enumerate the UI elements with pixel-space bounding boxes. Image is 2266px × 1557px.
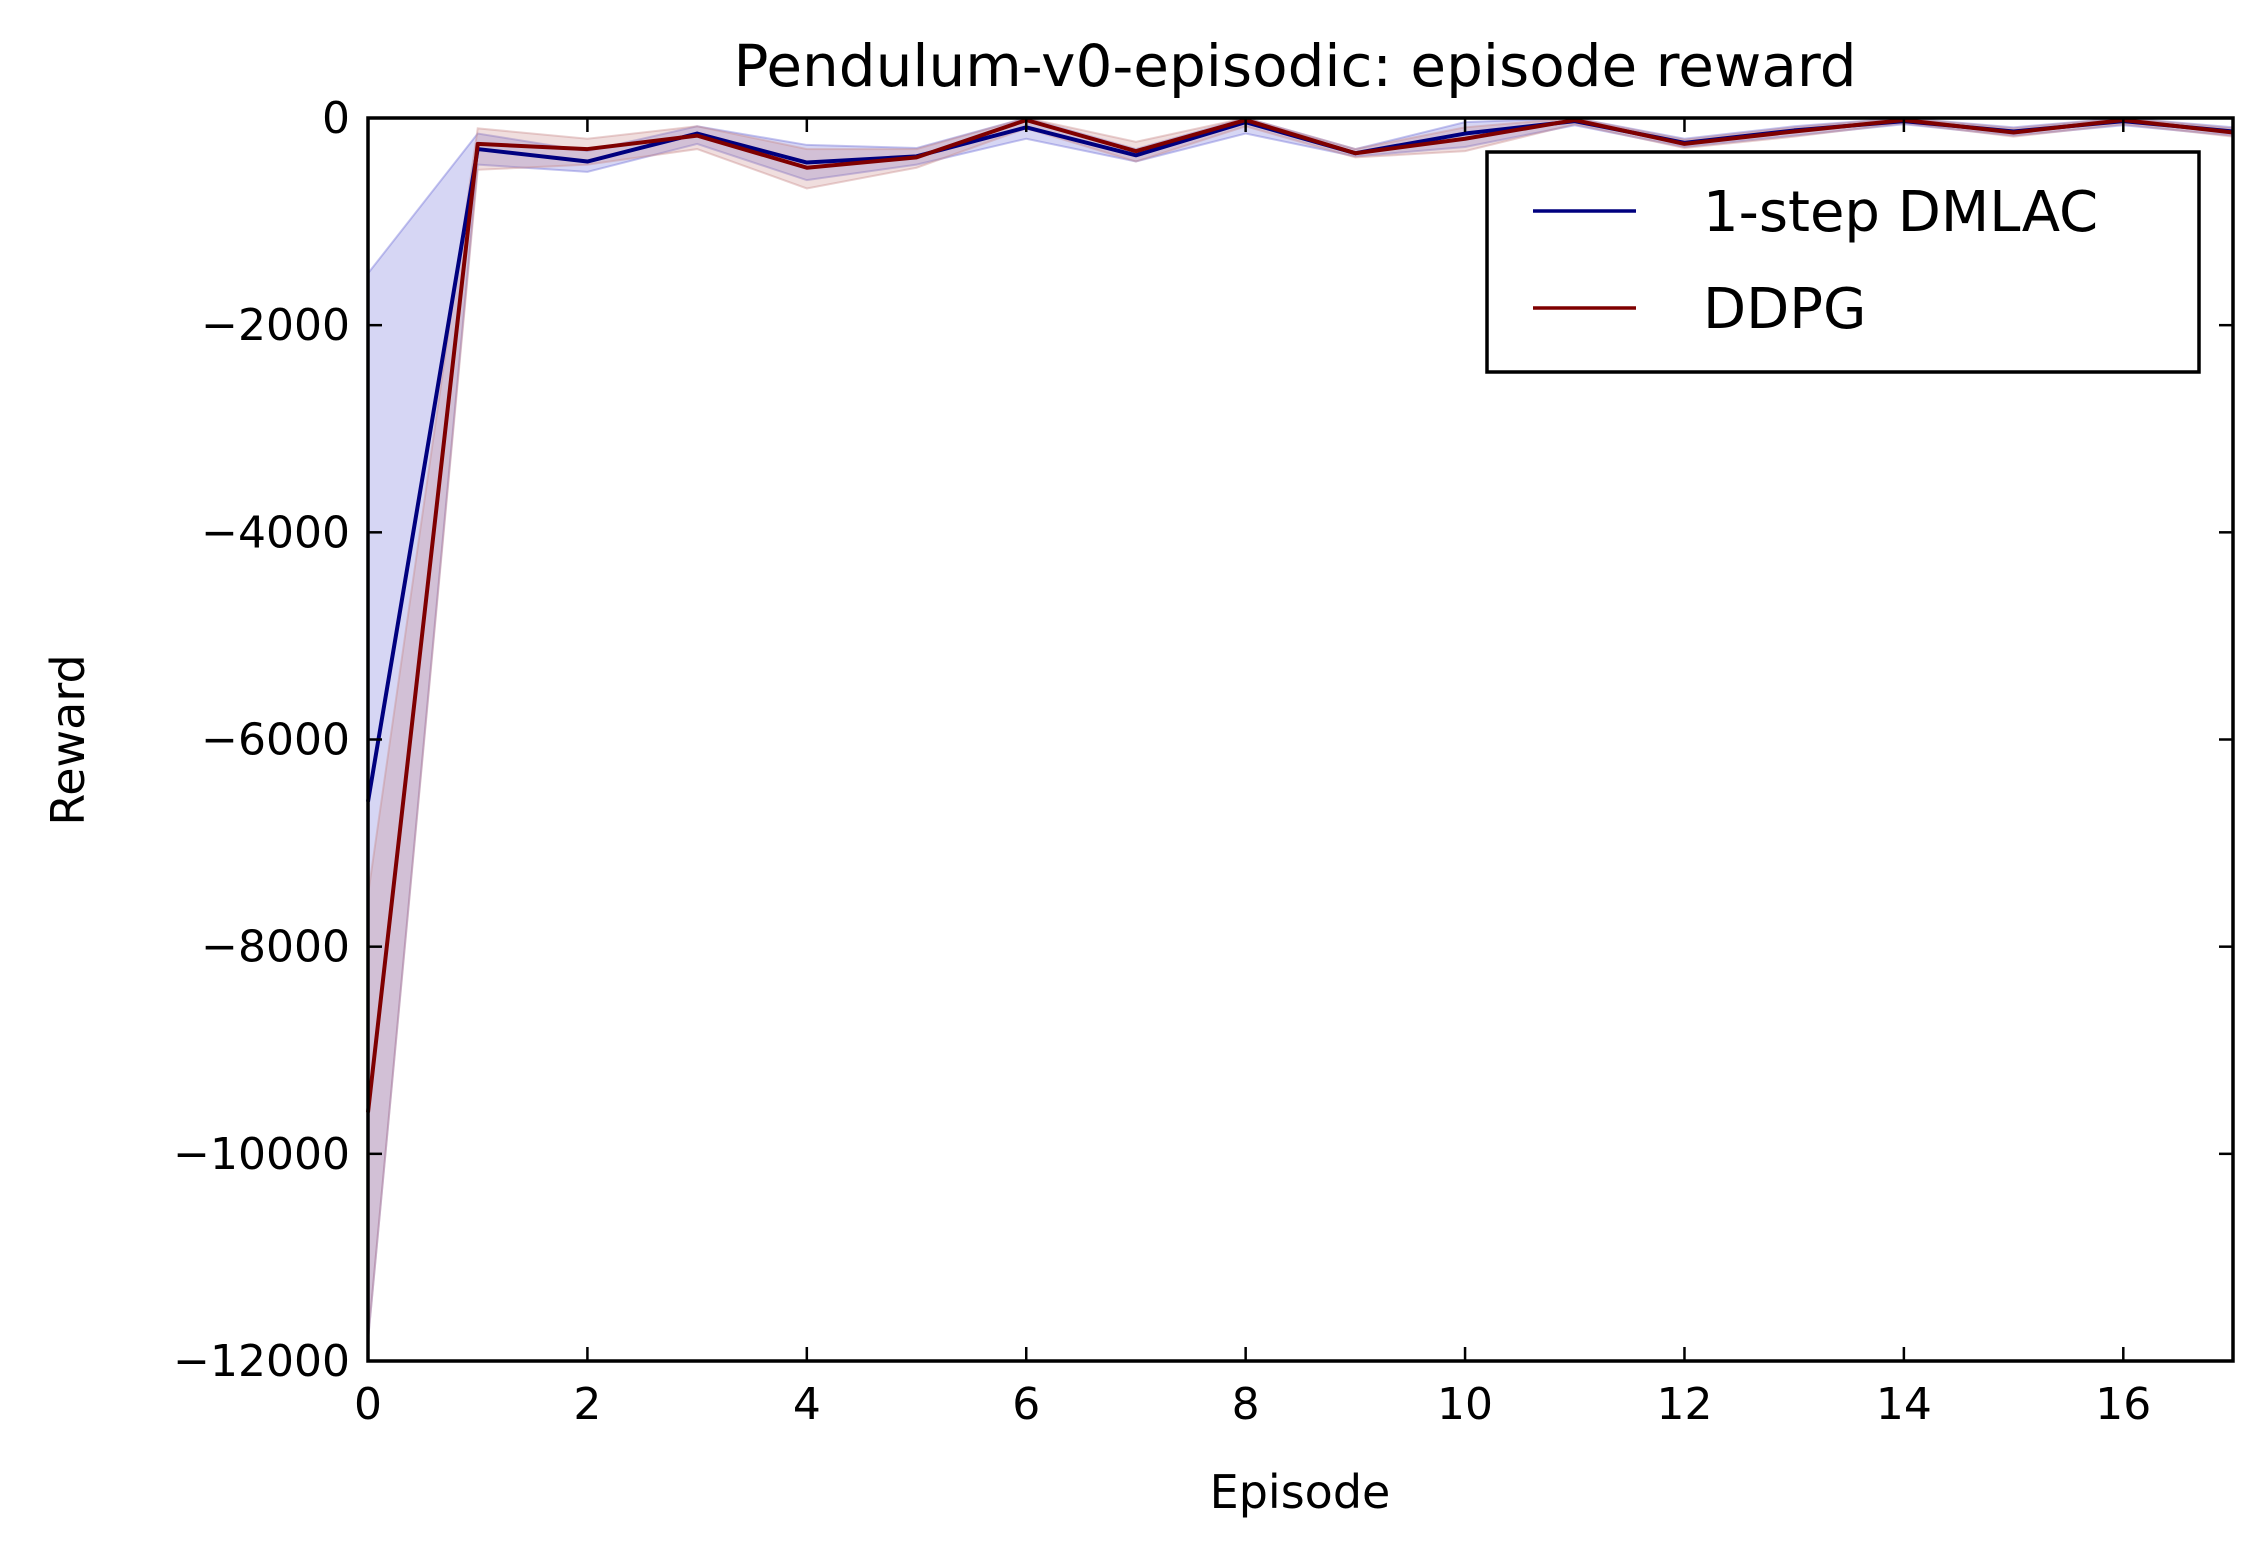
y-tick-label: −6000 <box>201 715 350 766</box>
x-tick-label: 8 <box>1232 1379 1260 1430</box>
legend-box <box>1485 150 2201 374</box>
x-tick-label: 16 <box>2095 1379 2151 1430</box>
x-tick-label: 2 <box>573 1379 601 1430</box>
series-line-ddpg <box>366 118 2234 1113</box>
legend-label-1-step-dmlac: 1-step DMLAC <box>1703 180 2098 245</box>
y-tick-label: −12000 <box>173 1336 350 1387</box>
chart-title: Pendulum-v0-episodic: episode reward <box>733 32 1856 100</box>
y-tick-label: 0 <box>322 93 350 144</box>
axis-ticks: 0 2 4 6 8 10 12 14 16 0 −2000 −4000 −6000 −8000 −10000… <box>173 93 2233 1430</box>
x-tick-label: 14 <box>1876 1379 1932 1430</box>
x-tick-label: 10 <box>1437 1379 1493 1430</box>
y-tick-label: −8000 <box>201 922 350 973</box>
x-axis-label: Episode <box>1210 1465 1391 1519</box>
x-tick-label: 0 <box>354 1379 382 1430</box>
legend-label-ddpg: DDPG <box>1703 277 1866 342</box>
y-tick-label: −10000 <box>173 1129 350 1180</box>
x-tick-label: 6 <box>1012 1379 1040 1430</box>
x-tick-label: 4 <box>793 1379 821 1430</box>
y-tick-label: −4000 <box>201 507 350 558</box>
x-tick-label: 12 <box>1656 1379 1712 1430</box>
y-axis-label: Reward <box>41 654 95 825</box>
legend: 1-step DMLAC DDPG <box>1485 150 2201 374</box>
y-tick-label: −2000 <box>201 300 350 351</box>
